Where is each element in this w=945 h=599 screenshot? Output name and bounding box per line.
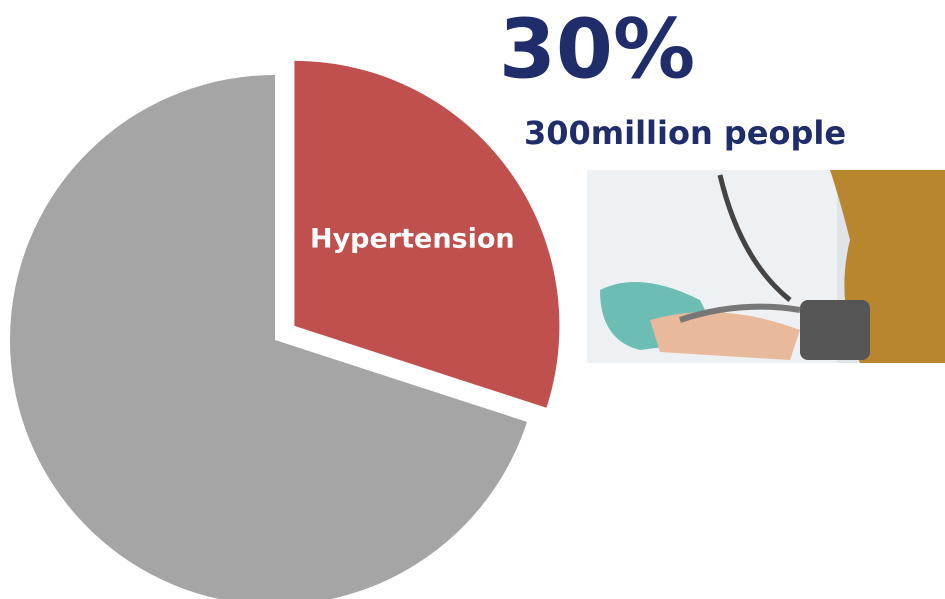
pie-slice bbox=[10, 75, 528, 599]
value-label: 30% bbox=[499, 2, 695, 97]
slice-label: Hypertension bbox=[310, 224, 515, 255]
pie-slice bbox=[294, 60, 560, 408]
annotation: 300million people bbox=[524, 114, 846, 152]
photo bbox=[587, 170, 945, 363]
